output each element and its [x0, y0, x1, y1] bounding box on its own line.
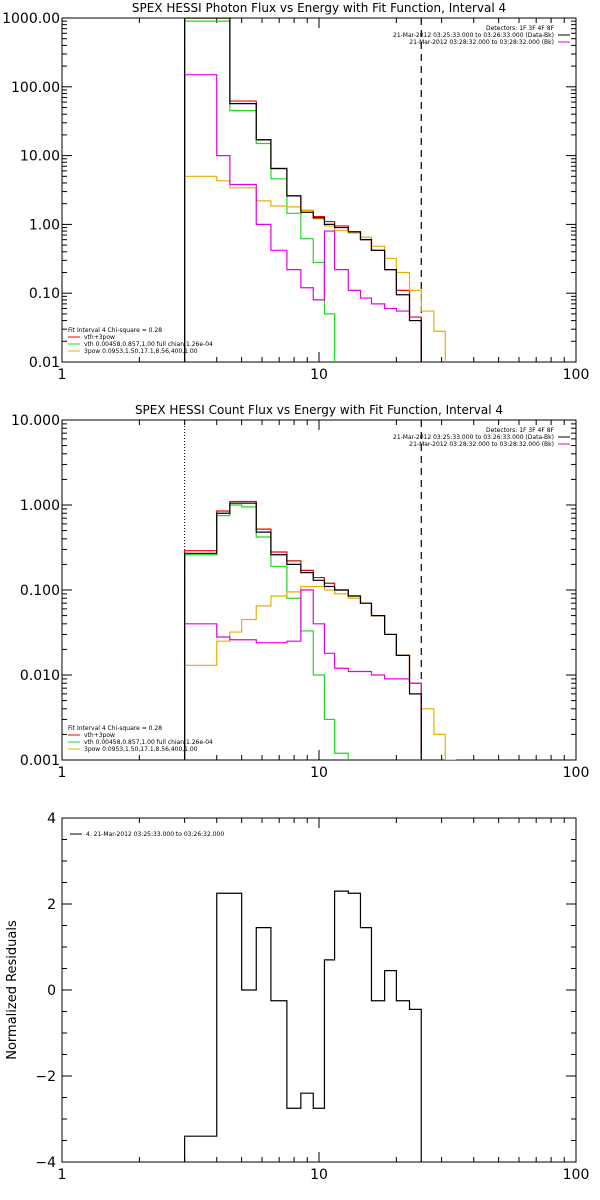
y-tick-label: 10.000 — [11, 413, 60, 429]
chart-title: SPEX HESSI Count Flux vs Energy with Fit… — [135, 403, 503, 417]
y-tick-label: 2 — [47, 897, 56, 913]
plot-area — [184, 890, 422, 1162]
legend-bottom-entry: vth 0.00458,0.857,1.00 full chian 1.26e-… — [84, 739, 213, 746]
y-tick-label: 0 — [47, 983, 56, 999]
series-residuals-line — [184, 890, 422, 1162]
legend-bottom: Fit Interval 4 Chi-square = 0.28vth+3pow… — [68, 327, 213, 355]
legend-bottom: Fit Interval 4 Chi-square = 0.28vth+3pow… — [68, 725, 213, 753]
legend-top-entry: 21-Mar-2012 03:28:32.000 to 03:28:32.000… — [409, 39, 554, 46]
legend-top-entry: 21-Mar-2012 03:25:33.000 to 03:26:33.000… — [393, 434, 554, 441]
y-tick-label: 0.010 — [20, 668, 60, 684]
x-tick-label: 1 — [58, 1167, 67, 1183]
legend-bottom-entry: vth+3pow — [84, 732, 115, 739]
y-tick-label: 4 — [47, 811, 56, 827]
chart-panel-3: 1 10 100 −4 −2 0 2 4 Normalized Residuals 4. 21-M… — [5, 811, 590, 1183]
x-tick-label: 10 — [310, 765, 328, 781]
chart-panel-1: SPEX HESSI Photon Flux vs Energy with Fi… — [2, 1, 590, 383]
plot-area — [184, 18, 446, 362]
series-bk-line — [184, 589, 422, 760]
y-axis-label: Normalized Residuals — [5, 920, 20, 1060]
y-tick-label: −2 — [35, 1069, 56, 1085]
legend-top-entry: 4. 21-Mar-2012 03:25:33.000 to 03:26:32.… — [86, 831, 224, 838]
plot-frame — [61, 817, 577, 1163]
x-tick-label: 1 — [58, 367, 67, 383]
chart-panel-2: SPEX HESSI Count Flux vs Energy with Fit… — [11, 403, 590, 781]
plot-area — [184, 420, 457, 760]
y-tick-label: 1.000 — [20, 498, 60, 514]
plot-frame — [61, 17, 577, 363]
legend-bottom-entry: 3pow 0.0953,1.50,17.1,8.56,400,1.00 — [84, 348, 198, 355]
chart-title: SPEX HESSI Photon Flux vs Energy with Fi… — [132, 1, 506, 15]
x-tick-label: 100 — [563, 765, 590, 781]
legend-top-entry: Detectors: 1F 3F 4F 8F — [486, 427, 555, 434]
series-vth-3pow-line — [184, 500, 422, 760]
x-tick-label: 10 — [310, 367, 328, 383]
series-vth-line — [184, 504, 349, 760]
legend-bottom-entry: Fit Interval 4 Chi-square = 0.28 — [68, 725, 162, 732]
legend-bottom-entry: 3pow 0.0953,1.50,17.1,8.56,400,1.00 — [84, 746, 198, 753]
legend-bottom-entry: vth 0.00458,0.857,1.00 full chian 1.26e-… — [84, 341, 213, 348]
legend-top-entry: 21-Mar-2012 03:28:32.000 to 03:28:32.000… — [409, 441, 554, 448]
x-tick-label: 1 — [58, 765, 67, 781]
legend-top: 4. 21-Mar-2012 03:25:33.000 to 03:26:32.… — [70, 831, 224, 838]
series-bk-line — [184, 74, 422, 362]
legend-bottom-entry: Fit Interval 4 Chi-square = 0.28 — [68, 327, 162, 334]
y-tick-label: 0.100 — [20, 583, 60, 599]
y-tick-label: 1000.00 — [2, 11, 60, 27]
series-data-line — [184, 502, 422, 760]
legend-bottom-entry: vth+3pow — [84, 334, 115, 341]
y-tick-label: 0.10 — [29, 286, 60, 302]
series-3pow-line — [184, 175, 446, 362]
x-tick-label: 100 — [563, 367, 590, 383]
series-data-line — [184, 18, 422, 362]
x-tick-label: 100 — [563, 1167, 590, 1183]
y-tick-label: 1.00 — [29, 217, 60, 233]
y-tick-label: 10.00 — [20, 149, 60, 165]
y-tick-label: 0.01 — [29, 355, 60, 371]
legend-top-entry: Detectors: 1F 3F 4F 8F — [486, 25, 555, 32]
plot-frame — [61, 419, 577, 761]
x-tick-label: 10 — [310, 1167, 328, 1183]
y-tick-label: 100.00 — [11, 80, 60, 96]
y-tick-label: 0.001 — [20, 753, 60, 769]
y-tick-label: −4 — [35, 1155, 56, 1171]
legend-top-entry: 21-Mar-2012 03:25:33.000 to 03:26:33.000… — [393, 32, 554, 39]
